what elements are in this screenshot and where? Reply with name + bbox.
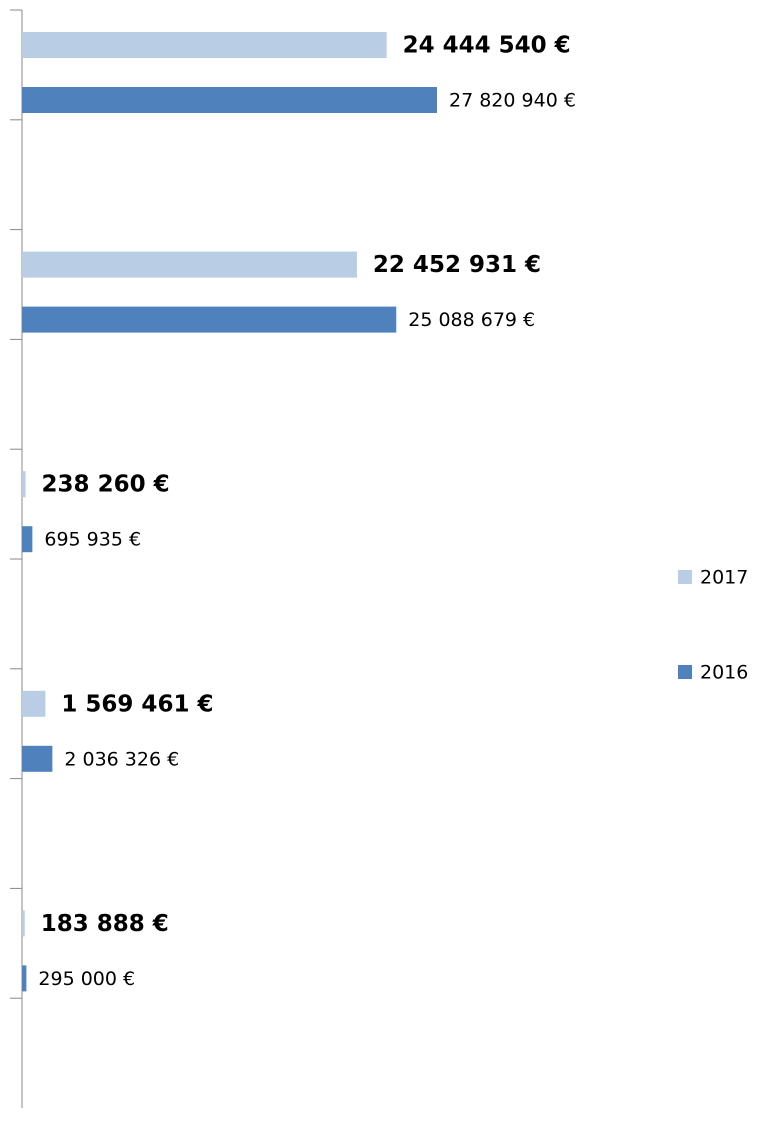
bar [22,745,53,772]
bar [22,471,26,498]
data-label: 25 088 679 € [408,309,535,331]
bar [22,87,437,113]
bar [22,306,397,333]
bar [22,965,27,992]
data-label: 27 820 940 € [449,90,576,112]
data-label: 24 444 540 € [403,33,571,59]
data-label: 2 036 326 € [64,748,179,770]
data-label: 295 000 € [38,968,135,990]
data-label: 1 569 461 € [61,691,213,717]
legend-swatch [678,665,692,679]
legend-label: 2016 [700,662,748,684]
data-label: 183 888 € [41,911,169,937]
bar [22,526,33,553]
legend-swatch [678,570,692,584]
bar [22,690,46,717]
bar [22,251,357,278]
data-label: 695 935 € [44,529,141,551]
bar [22,32,387,58]
category-axis [10,9,23,1108]
data-label: 22 452 931 € [373,252,541,278]
legend-label: 2017 [700,567,748,589]
bar [22,910,25,937]
data-label: 238 260 € [42,472,170,498]
